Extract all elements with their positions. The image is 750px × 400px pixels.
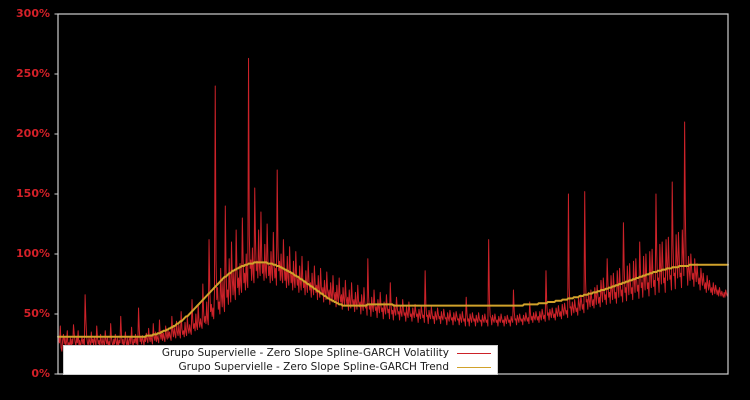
y-axis-tick-label: 150% xyxy=(16,187,50,200)
y-axis-tick-label: 0% xyxy=(31,367,50,380)
legend-swatch-volatility xyxy=(457,352,491,354)
legend-entry-trend: Grupo Supervielle - Zero Slope Spline-GA… xyxy=(64,360,497,374)
legend-swatch-trend xyxy=(457,366,491,368)
y-axis-tick-label: 250% xyxy=(16,67,50,80)
chart-legend: Grupo Supervielle - Zero Slope Spline-GA… xyxy=(63,345,498,375)
legend-entry-volatility: Grupo Supervielle - Zero Slope Spline-GA… xyxy=(64,346,497,360)
y-axis-tick-label: 100% xyxy=(16,247,50,260)
series-line-trend xyxy=(57,261,729,338)
legend-label-trend: Grupo Supervielle - Zero Slope Spline-GA… xyxy=(178,361,449,373)
y-axis-tick-label: 50% xyxy=(24,307,50,320)
y-axis-tick-label: 300% xyxy=(16,7,50,20)
series-line-volatility xyxy=(57,57,729,352)
y-axis-tick-label: 200% xyxy=(16,127,50,140)
y-axis-tick-labels: 0% 50% 100% 150% 200% 250% 300% xyxy=(16,7,50,380)
legend-label-volatility: Grupo Supervielle - Zero Slope Spline-GA… xyxy=(161,347,449,359)
